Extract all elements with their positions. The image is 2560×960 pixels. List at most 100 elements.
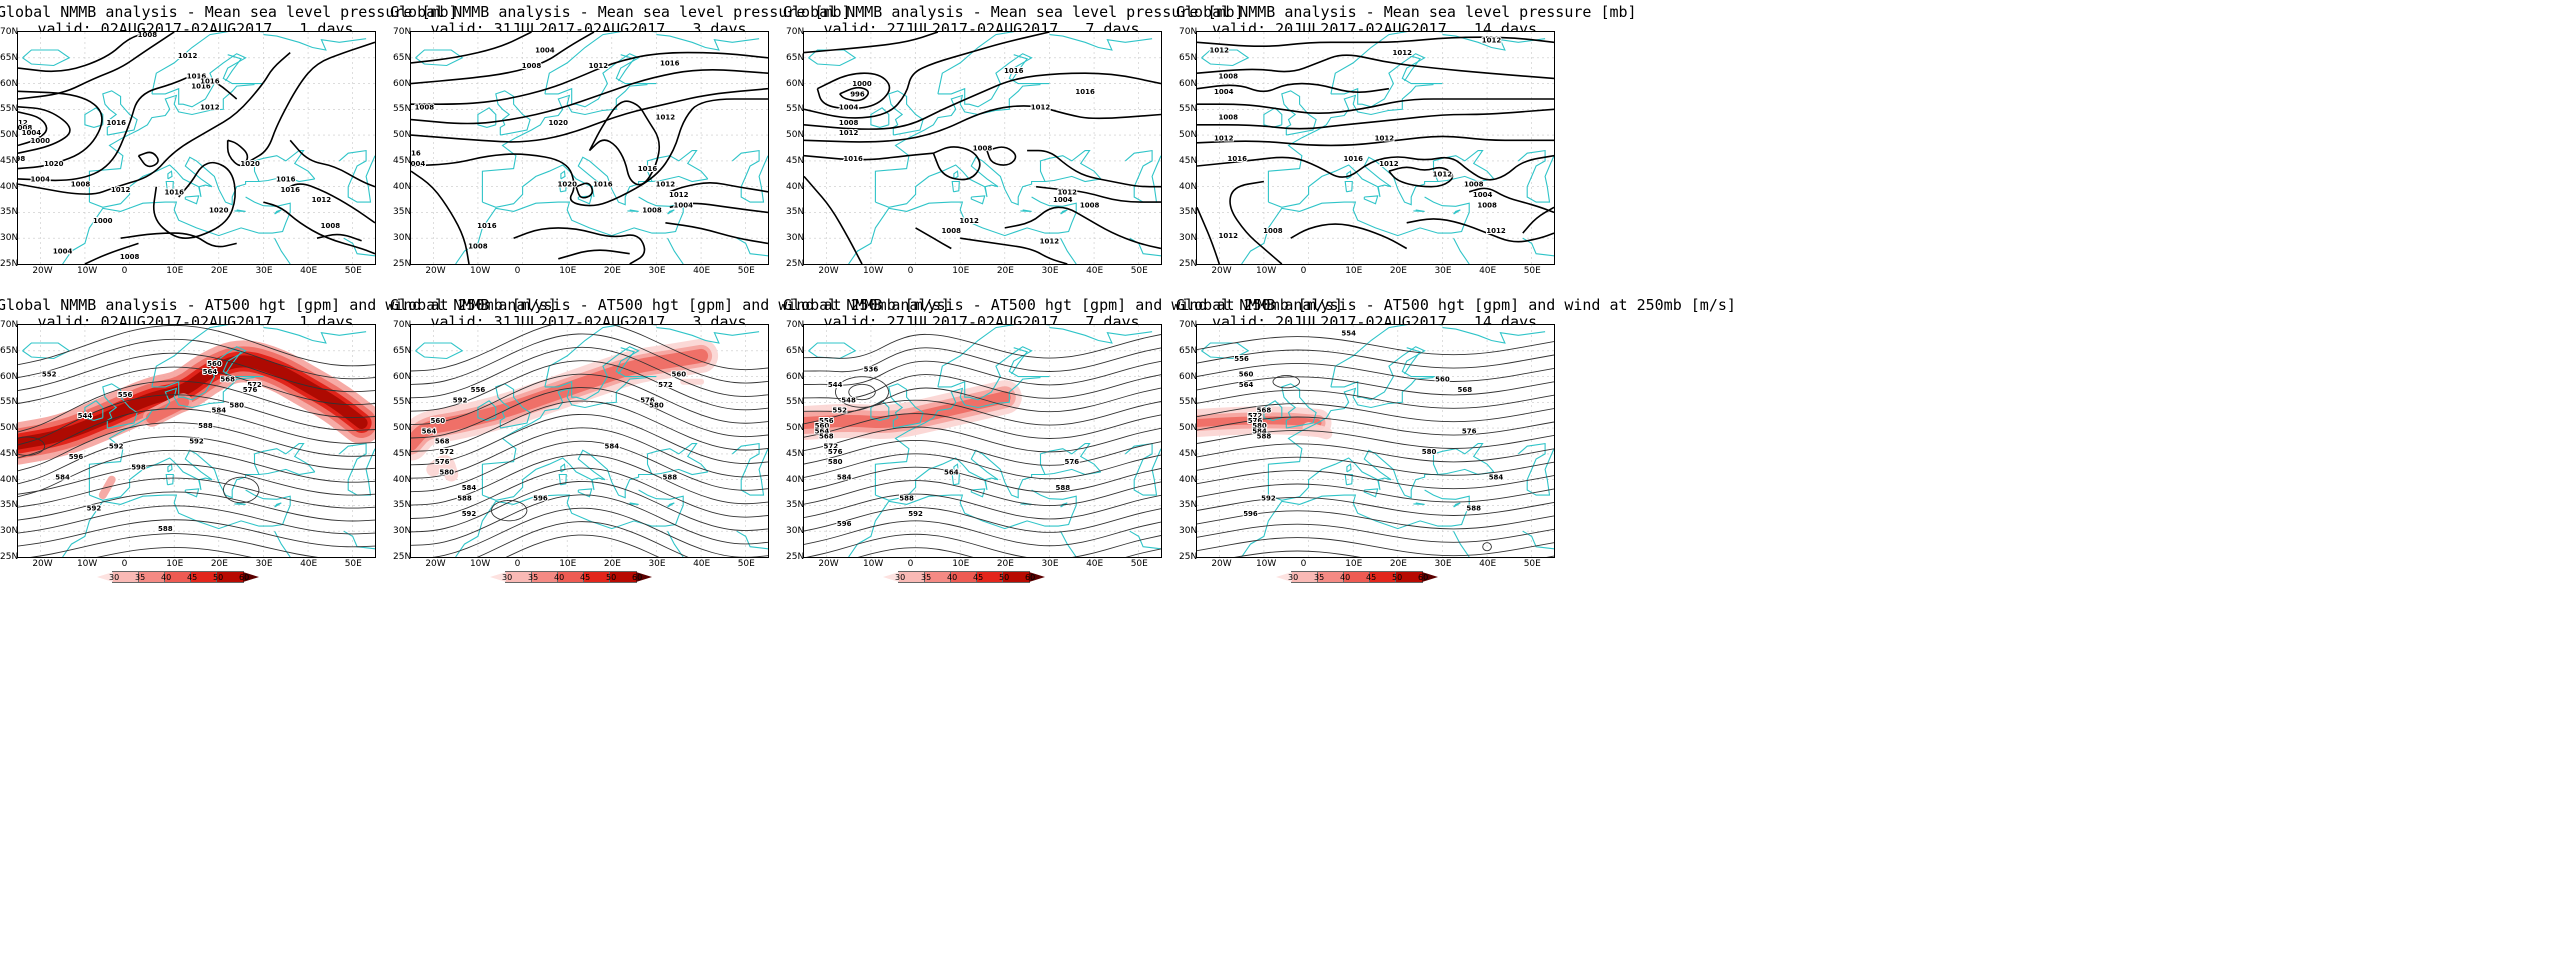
panel-title-line: Global NMMB analysis - Mean sea level pr… (1176, 3, 1637, 21)
contour-label: 564 (1239, 381, 1254, 389)
lat-tick-label: 40N (393, 474, 412, 485)
hgt-panel-1: Global NMMB analysis - AT500 hgt [gpm] a… (0, 297, 557, 596)
lat-tick-label: 70N (393, 27, 412, 37)
contour-label: 1012 (1214, 134, 1234, 142)
lat-tick-label: 25N (393, 552, 412, 562)
contour-label: 998 (18, 155, 25, 163)
contour-label: 1020 (44, 160, 64, 168)
panel-title-line: Global NMMB analysis - AT500 hgt [gpm] a… (390, 296, 950, 314)
colorbar-label: 60 (1418, 573, 1429, 582)
colorbar-swatch (583, 571, 611, 583)
lon-tick-label: 50E (344, 266, 362, 276)
lon-tick-label: 10W (76, 559, 98, 569)
lon-tick-label: 10E (952, 266, 970, 276)
mslp-panel-2: Global NMMB analysis - Mean sea level pr… (390, 4, 851, 303)
contour-label: 552 (453, 396, 468, 404)
lon-tick-label: 10W (862, 266, 884, 276)
contour-label: 1016 (593, 181, 613, 189)
coastlines (22, 325, 375, 557)
lon-tick-label: 20W (425, 559, 446, 569)
contour-label: 568 (1257, 407, 1272, 415)
contour-label: 554 (1341, 329, 1356, 337)
colorbar-label: 50 (606, 573, 617, 582)
contour-label: 576 (435, 458, 450, 466)
colorbar-swatch (1029, 572, 1045, 582)
lat-tick-label: 65N (393, 345, 412, 356)
contour-label: 596 (69, 453, 84, 461)
contour-label: 1004 (839, 103, 859, 111)
colorbar-swatch (112, 571, 140, 583)
lon-tick-label: 30E (1041, 559, 1059, 569)
lon-tick-label: 20W (818, 559, 839, 569)
lat-tick-label: 55N (786, 397, 805, 408)
wind-shading (1197, 406, 1333, 440)
wind-colorbar (883, 571, 1045, 583)
contour-label: 576 (1248, 417, 1263, 425)
contour-label: 588 (1055, 484, 1070, 492)
contour-label: 1012 (1210, 47, 1230, 55)
lon-tick-label: 20E (603, 266, 621, 276)
lat-tick-label: 40N (786, 474, 805, 485)
contour-label: 544 (828, 381, 843, 389)
contour-label: 596 (533, 494, 548, 502)
contour-label: 592 (908, 510, 923, 518)
contour-label: 1012 (839, 129, 859, 137)
contour-label: 568 (220, 376, 235, 384)
contour-label: 1012 (656, 114, 676, 122)
contour-label: 1008 (468, 243, 488, 251)
colorbar-swatch (1343, 571, 1371, 583)
colorbar-swatch (557, 571, 585, 583)
lon-tick-label: 40E (1086, 559, 1104, 569)
lat-tick-label: 50N (786, 130, 805, 141)
contour-label: 1008 (839, 119, 859, 127)
contour-label: 576 (1064, 458, 1079, 466)
contour-label: 1020 (209, 206, 229, 214)
colorbar-label: 50 (213, 573, 224, 582)
wind-colorbar (1276, 571, 1438, 583)
contour-label: 1012 (1375, 134, 1395, 142)
gridlines (1197, 32, 1554, 264)
colorbar-swatch (505, 571, 533, 583)
coastlines (808, 325, 1161, 557)
map-frame: 554 556 560 564 568 572 576 580 584 588 592 596 560 5… (1196, 324, 1555, 558)
colorbar-swatch (1395, 571, 1423, 583)
lon-tick-label: 20E (603, 559, 621, 569)
colorbar-label: 35 (528, 573, 539, 582)
map-frame: 536 544 548 552 556 560 564 568 572 576 580 584 588 5… (803, 324, 1162, 558)
contour-labels: 1012 1012 1012 1008 1004 1008 1012 1016 1016 1012… (1209, 35, 1507, 241)
lat-tick-label: 45N (1179, 155, 1198, 166)
colorbar-label: 60 (632, 573, 643, 582)
contour-label: 1004 (31, 176, 51, 184)
map-frame: 560 564 568 572 576 580 584 588 592 596 598 592 552 5… (17, 324, 376, 558)
coastlines (808, 32, 1161, 264)
contour-label: 536 (864, 365, 879, 373)
contour-labels: 5545565605645685725765805845885925965605… (1233, 328, 1504, 519)
lon-tick-label: 50E (1130, 559, 1148, 569)
lon-tick-label: 40E (693, 559, 711, 569)
lon-tick-label: 30E (648, 559, 666, 569)
contour-label: 1012 (1040, 237, 1060, 245)
map-svg: 9961000100410081012101610161016101210081… (804, 32, 1161, 264)
pressure-contours (18, 32, 375, 264)
lon-tick-label: 40E (1086, 266, 1104, 276)
lat-tick-label: 60N (786, 371, 805, 382)
gridlines (411, 32, 768, 264)
panel-title-line: Global NMMB analysis - AT500 hgt [gpm] a… (1176, 296, 1736, 314)
lon-tick-label: 10E (1345, 559, 1363, 569)
lat-tick-label: 40N (393, 181, 412, 192)
contour-label: 556 (1234, 355, 1249, 363)
contour-label: 1016 (280, 186, 300, 194)
contour-label: 588 (1257, 432, 1272, 440)
lon-tick-label: 0 (121, 266, 128, 276)
contour-label: 1020 (557, 181, 577, 189)
lon-tick-label: 0 (1300, 266, 1307, 276)
lat-tick-label: 65N (393, 52, 412, 63)
lat-tick-label: 70N (1179, 27, 1198, 37)
contour-label: 580 (1422, 448, 1437, 456)
lat-tick-label: 55N (786, 104, 805, 115)
panel-title: Global NMMB analysis - AT500 hgt [gpm] a… (1176, 296, 1736, 331)
contour-label: 1012 (1379, 160, 1399, 168)
lat-tick-label: 70N (0, 320, 19, 330)
contour-label: 560 (207, 360, 222, 368)
contour-label: 580 (1252, 422, 1267, 430)
